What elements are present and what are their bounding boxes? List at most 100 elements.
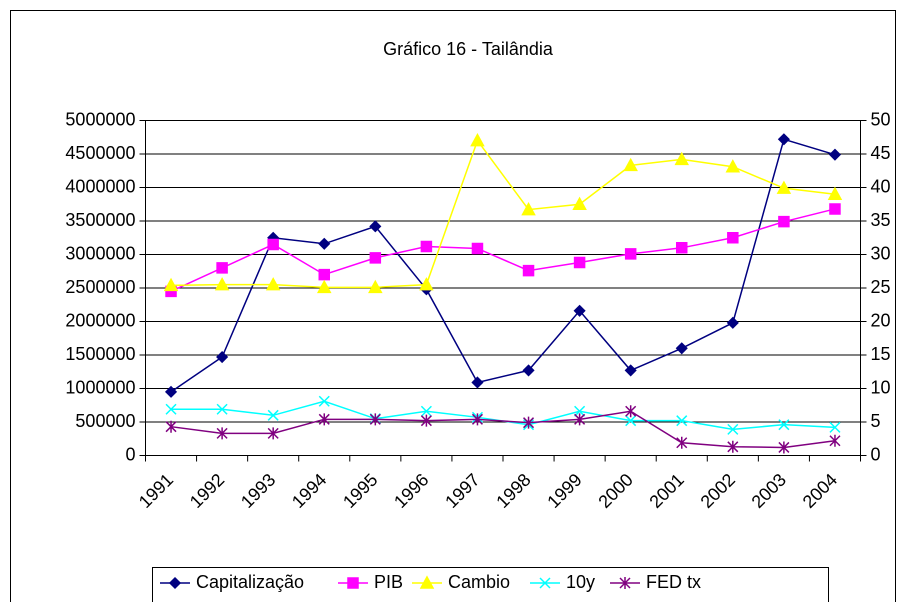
marker xyxy=(214,277,230,291)
marker xyxy=(369,252,382,264)
marker xyxy=(369,220,382,233)
marker xyxy=(216,350,229,364)
marker xyxy=(318,413,330,426)
marker xyxy=(828,148,842,161)
marker xyxy=(216,262,228,274)
marker xyxy=(267,409,279,421)
marker xyxy=(471,413,483,426)
marker xyxy=(623,157,638,172)
marker xyxy=(574,413,586,426)
marker xyxy=(521,202,536,216)
series-line xyxy=(170,410,836,449)
legend-marker xyxy=(347,577,359,589)
marker xyxy=(778,419,790,431)
marker xyxy=(216,403,228,415)
marker xyxy=(727,232,739,244)
marker xyxy=(572,196,587,210)
marker xyxy=(827,186,843,200)
marker xyxy=(318,237,331,250)
marker xyxy=(522,264,535,277)
marker xyxy=(726,316,739,329)
legend-marker xyxy=(539,577,551,589)
y2-tick-label: 45 xyxy=(871,143,891,163)
marker xyxy=(676,436,688,449)
marker xyxy=(777,133,790,146)
y-tick-label: 5000000 xyxy=(65,109,135,129)
series-line xyxy=(170,208,836,293)
legend-box xyxy=(152,567,829,602)
marker xyxy=(163,277,179,292)
legend-marker xyxy=(419,575,435,589)
marker xyxy=(624,248,637,260)
y2-tick-label: 25 xyxy=(871,277,891,297)
marker xyxy=(776,180,792,194)
marker xyxy=(676,415,688,427)
y2-tick-label: 20 xyxy=(871,310,891,330)
series-line xyxy=(171,139,836,289)
legend-label: 10y xyxy=(566,572,595,592)
marker xyxy=(267,427,279,440)
series-line xyxy=(170,138,836,393)
y2-tick-label: 15 xyxy=(871,344,891,364)
marker xyxy=(318,268,330,281)
marker xyxy=(369,413,381,426)
y-tick-label: 500000 xyxy=(75,411,135,431)
marker xyxy=(829,434,841,447)
y-tick-label: 1500000 xyxy=(65,344,135,364)
chart-title: Gráfico 16 - Tailândia xyxy=(383,39,554,59)
legend-label: FED tx xyxy=(646,572,701,592)
marker xyxy=(523,416,535,429)
y-tick-label: 3000000 xyxy=(65,243,135,263)
y2-tick-label: 35 xyxy=(871,210,891,230)
y-tick-label: 4000000 xyxy=(65,176,135,196)
legend-marker xyxy=(168,576,182,590)
marker xyxy=(625,405,637,418)
marker xyxy=(725,159,741,173)
y2-tick-label: 5 xyxy=(871,411,881,431)
y2-tick-label: 50 xyxy=(871,109,891,129)
marker xyxy=(829,421,841,433)
marker xyxy=(778,441,790,454)
marker xyxy=(165,420,177,433)
marker xyxy=(573,256,586,269)
marker xyxy=(727,440,739,453)
marker xyxy=(675,342,688,355)
legend-label: Cambio xyxy=(448,572,510,592)
y-tick-label: 2000000 xyxy=(65,310,135,330)
marker xyxy=(471,376,484,389)
marker xyxy=(420,414,432,427)
marker xyxy=(318,395,330,407)
marker xyxy=(420,240,433,253)
marker xyxy=(625,415,637,427)
marker xyxy=(420,405,432,417)
legend-label: Capitalização xyxy=(196,572,304,592)
y2-tick-label: 30 xyxy=(871,243,891,263)
marker xyxy=(316,279,332,294)
marker xyxy=(573,304,586,317)
marker xyxy=(165,403,177,415)
y-tick-label: 4500000 xyxy=(65,143,135,163)
y2-tick-label: 0 xyxy=(871,444,881,464)
y-tick-label: 0 xyxy=(125,444,135,464)
marker xyxy=(267,238,279,251)
marker xyxy=(624,364,637,377)
marker xyxy=(674,151,690,166)
y2-tick-label: 10 xyxy=(871,377,891,397)
marker xyxy=(778,215,790,228)
y-tick-label: 1000000 xyxy=(65,377,135,397)
marker xyxy=(164,385,178,398)
marker xyxy=(419,277,434,291)
marker xyxy=(216,427,228,440)
marker xyxy=(522,364,535,377)
marker xyxy=(829,203,841,215)
legend-label: PIB xyxy=(374,572,403,592)
y-tick-label: 3500000 xyxy=(65,210,135,230)
marker xyxy=(727,423,739,435)
marker xyxy=(368,279,383,294)
y2-tick-label: 40 xyxy=(871,176,891,196)
y-tick-label: 2500000 xyxy=(65,277,135,297)
marker xyxy=(471,242,484,255)
marker xyxy=(470,133,485,147)
marker xyxy=(574,405,586,417)
